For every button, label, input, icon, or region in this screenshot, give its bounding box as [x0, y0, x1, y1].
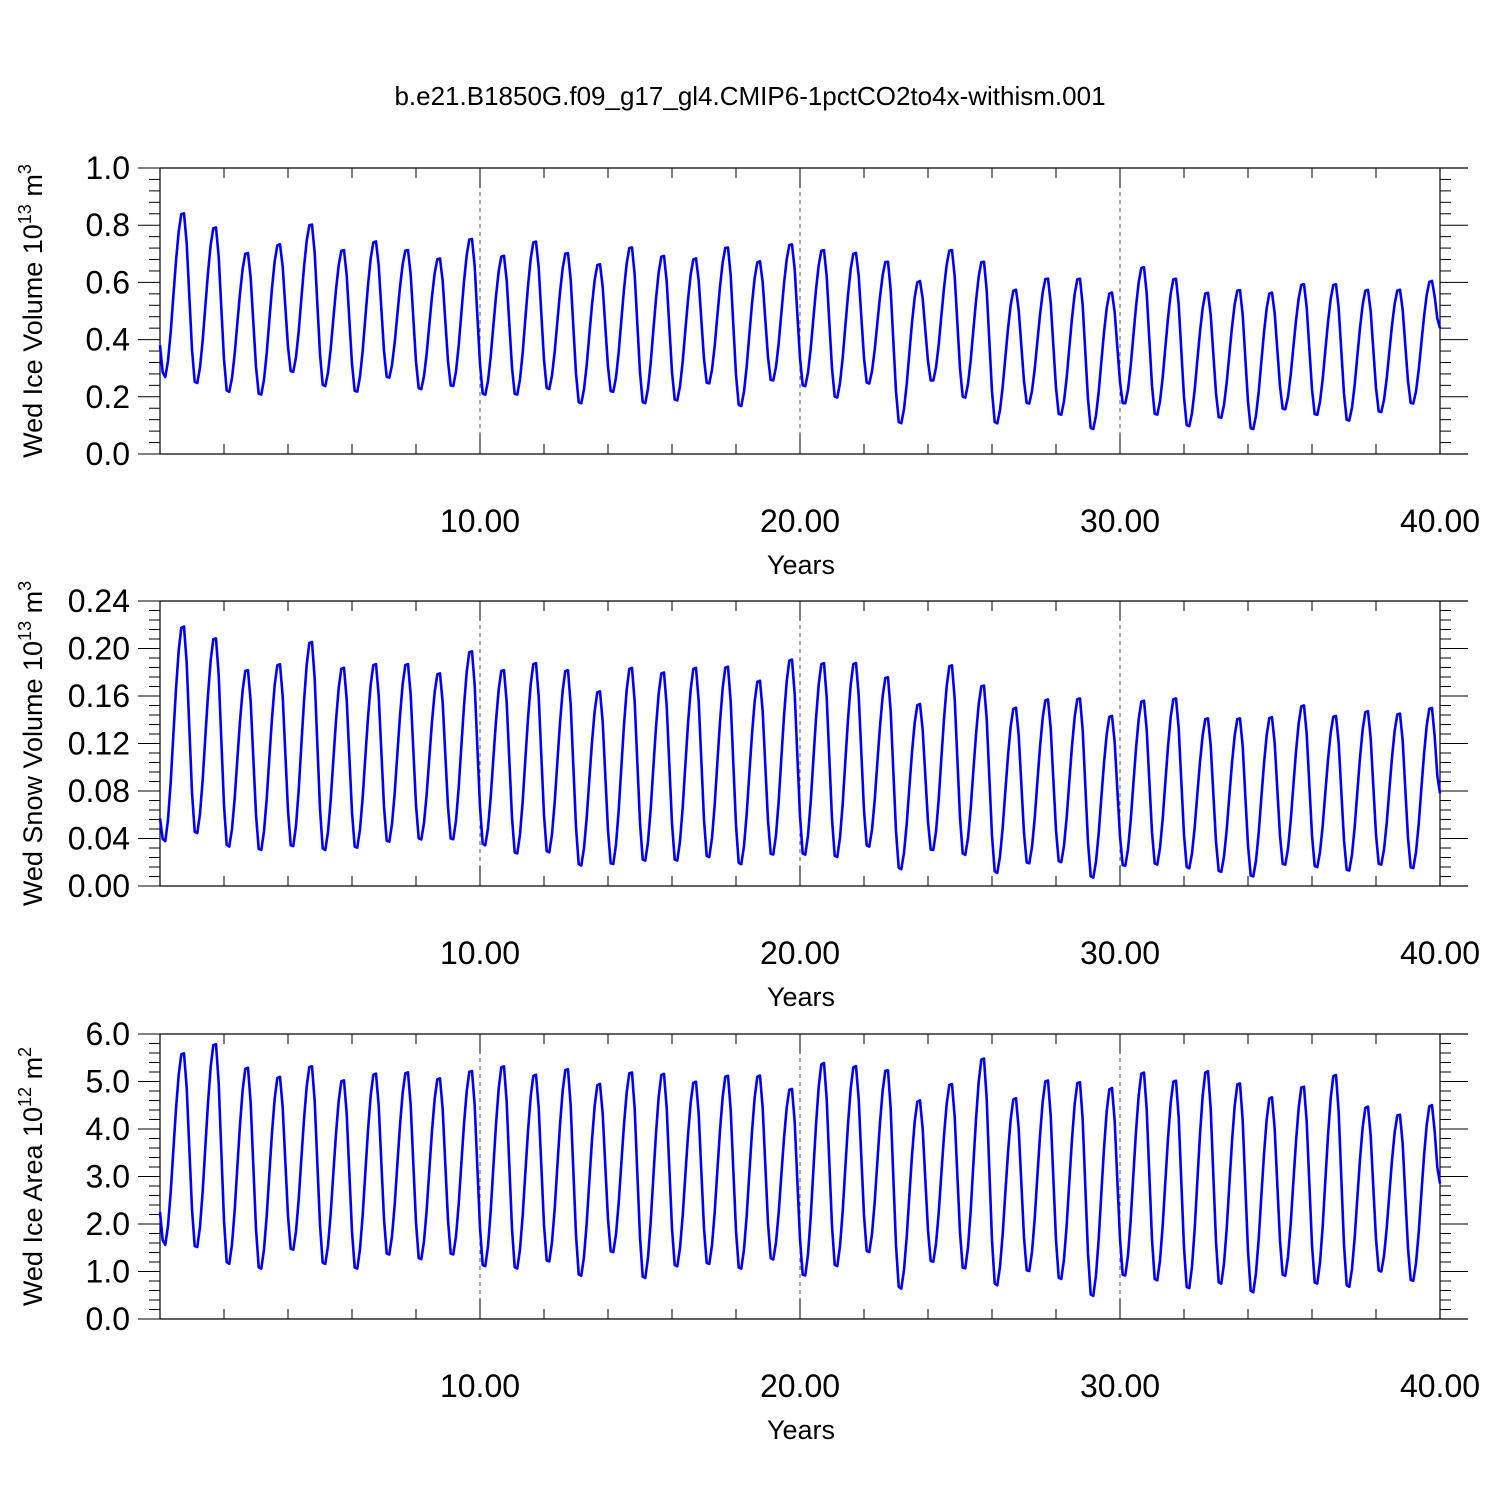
y-tick-label: 5.0 — [86, 1064, 130, 1100]
x-tick-label: 10.00 — [440, 503, 520, 539]
y-axis-label-part: Wed Snow Volume 10 — [18, 641, 48, 906]
y-tick-label: 1.0 — [86, 1254, 130, 1290]
y-tick-label: 0.16 — [68, 678, 130, 714]
y-axis-label-part: m — [18, 591, 48, 621]
chart-panel-3: 0.0 1.0 2.0 3.0 4.0 5.0 6.0 10.00 20.00 30.00 40.0… — [15, 1016, 1480, 1445]
y-tick-label: 0.0 — [86, 1301, 130, 1337]
y-tick-label: 0.2 — [86, 379, 130, 415]
y-axis-label-exponent: 3 — [15, 581, 35, 591]
series-line — [158, 625, 1442, 879]
x-tick-label: 40.00 — [1400, 935, 1480, 971]
y-tick-label: 3.0 — [86, 1159, 130, 1195]
x-axis-label: Years — [767, 982, 835, 1012]
y-tick-label: 0.24 — [68, 583, 130, 619]
y-axis-label: Wed Snow Volume 1013 m3 — [15, 581, 48, 906]
x-axis-label: Years — [767, 1415, 835, 1445]
y-axis-label-part: Wed Ice Area 10 — [18, 1107, 48, 1306]
x-axis-label: Years — [767, 550, 835, 580]
y-tick-label: 2.0 — [86, 1206, 130, 1242]
y-tick-label: 4.0 — [86, 1111, 130, 1147]
y-tick-label: 0.6 — [86, 264, 130, 300]
y-tick-label: 6.0 — [86, 1016, 130, 1052]
x-tick-label: 10.00 — [440, 1368, 520, 1404]
y-tick-label: 0.0 — [86, 436, 130, 472]
x-tick-label: 20.00 — [760, 935, 840, 971]
y-tick-label: 0.4 — [86, 322, 130, 358]
chart-panel-1: 0.0 0.2 0.4 0.6 0.8 1.0 10.00 20.00 30.00 40.00 Ye… — [15, 150, 1480, 580]
y-axis-label-part: Wed Ice Volume 10 — [18, 224, 48, 458]
panels: 0.00.20.40.60.81.010.00 20.00 30.00 40.00Ye… — [15, 150, 1480, 1445]
y-axis-label-exponent: 3 — [15, 164, 35, 174]
x-tick-label: 20.00 — [760, 503, 840, 539]
y-axis-label-part: m — [18, 174, 48, 204]
y-axis-label-exponent: 12 — [15, 1087, 35, 1107]
y-tick-label: 1.0 — [86, 150, 130, 186]
x-tick-label: 30.00 — [1080, 503, 1160, 539]
y-tick-label: 0.8 — [86, 207, 130, 243]
y-tick-label: 0.20 — [68, 631, 130, 667]
y-tick-label: 0.12 — [68, 726, 130, 762]
y-axis-label: Wed Ice Volume 1013 m3 — [15, 164, 48, 458]
x-tick-label: 10.00 — [440, 935, 520, 971]
x-tick-label: 40.00 — [1400, 1368, 1480, 1404]
chart-panel-2: 0.00 0.04 0.08 0.12 0.16 0.20 0.24 10.00 20.00 30… — [15, 581, 1480, 1012]
series-line — [158, 1042, 1442, 1298]
y-tick-label: 0.04 — [68, 821, 130, 857]
figure-title: b.e21.B1850G.f09_g17_gl4.CMIP6-1pctCO2to… — [394, 81, 1105, 111]
x-tick-label: 20.00 — [760, 1368, 840, 1404]
y-tick-label: 0.00 — [68, 868, 130, 904]
y-axis-label-exponent: 13 — [15, 204, 35, 224]
y-axis-label-exponent: 13 — [15, 621, 35, 641]
x-tick-label: 30.00 — [1080, 935, 1160, 971]
y-axis-label: Wed Ice Area 1012 m2 — [15, 1047, 48, 1306]
x-tick-label: 40.00 — [1400, 503, 1480, 539]
y-axis-label-part: m — [18, 1057, 48, 1087]
x-tick-label: 30.00 — [1080, 1368, 1160, 1404]
series-line — [158, 212, 1442, 431]
y-axis-label-exponent: 2 — [15, 1047, 35, 1057]
y-tick-label: 0.08 — [68, 773, 130, 809]
